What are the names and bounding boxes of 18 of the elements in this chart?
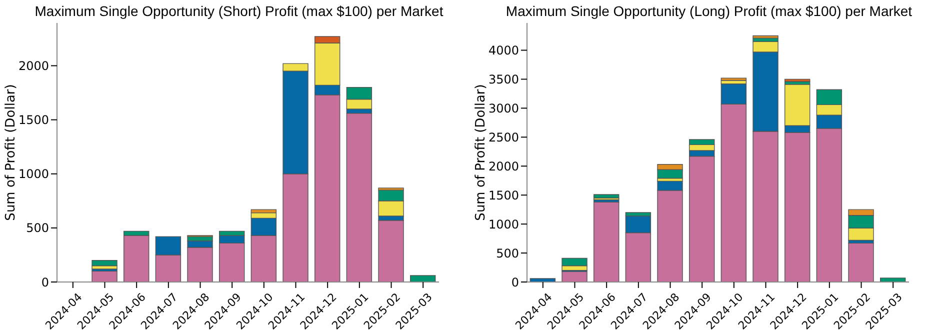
y-tick-label: 1000 [18,167,49,182]
y-tick-label: 500 [496,246,519,260]
chart-title: Maximum Single Opportunity (Short) Profit (max $100) per Market [34,3,444,19]
y-tick-label: 1500 [18,113,49,128]
y-tick-label: 2000 [488,159,519,174]
y-tick-label: 500 [26,221,49,236]
y-tick-label: 0 [41,275,49,290]
y-tick-label: 3500 [488,72,519,86]
y-tick-label: 2000 [18,58,49,73]
y-tick-label: 3000 [488,101,519,116]
y-axis-title: Sum of Profit (Dollar) [4,84,19,221]
y-tick-label: 0 [511,275,519,290]
y-tick-label: 4000 [488,43,519,58]
y-tick-label: 2500 [488,130,519,144]
y-tick-label: 1000 [488,217,519,232]
y-axis-title: Sum of Profit (Dollar) [474,84,489,221]
y-tick-label: 1500 [488,188,519,202]
chart-title: Maximum Single Opportunity (Long) Profit (max $100) per Market [504,3,914,19]
